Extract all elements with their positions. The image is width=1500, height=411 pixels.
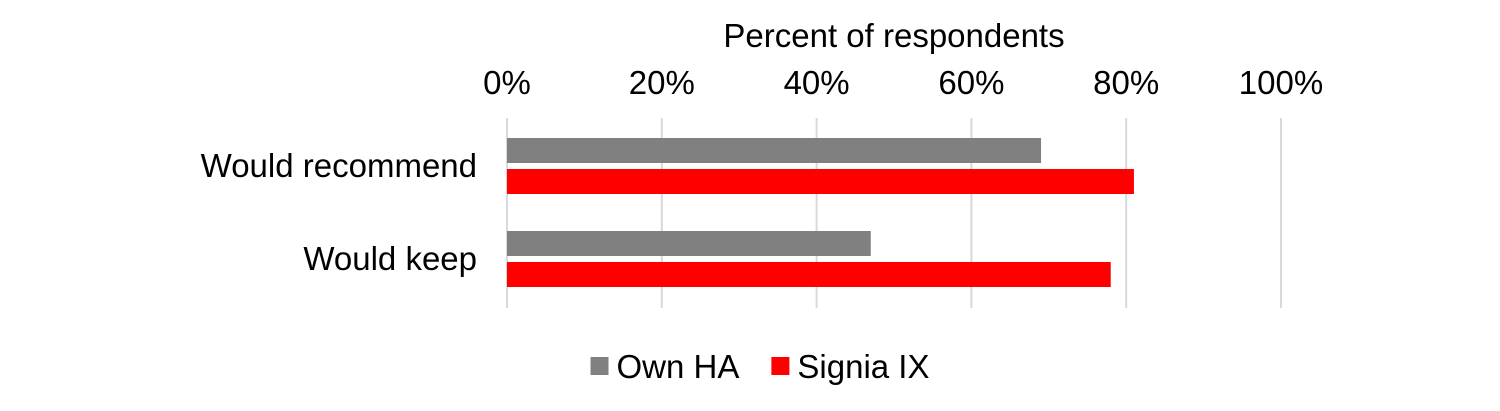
- legend-swatch: [590, 357, 609, 375]
- x-tick-label: 80%: [1093, 64, 1159, 101]
- legend: Own HA Signia IX: [590, 348, 929, 385]
- x-tick-label: 20%: [629, 64, 695, 101]
- legend-label: Signia IX: [797, 348, 929, 385]
- x-axis-ticks: 0% 20% 40% 60% 80% 100%: [483, 64, 1323, 101]
- bar-signia-ix: [507, 169, 1134, 194]
- x-tick-label: 100%: [1239, 64, 1323, 101]
- bar-own-ha: [507, 138, 1042, 163]
- x-axis-title: Percent of respondents: [723, 17, 1064, 54]
- legend-swatch: [771, 357, 790, 375]
- bar-own-ha: [507, 231, 871, 256]
- bar-signia-ix: [507, 262, 1111, 287]
- legend-label: Own HA: [617, 348, 740, 385]
- x-tick-label: 40%: [784, 64, 850, 101]
- bars: [507, 138, 1134, 287]
- x-tick-label: 60%: [938, 64, 1004, 101]
- x-tick-label: 0%: [483, 64, 531, 101]
- category-label: Would recommend: [201, 147, 477, 184]
- category-labels: Would recommend Would keep: [201, 147, 477, 277]
- category-label: Would keep: [303, 240, 477, 277]
